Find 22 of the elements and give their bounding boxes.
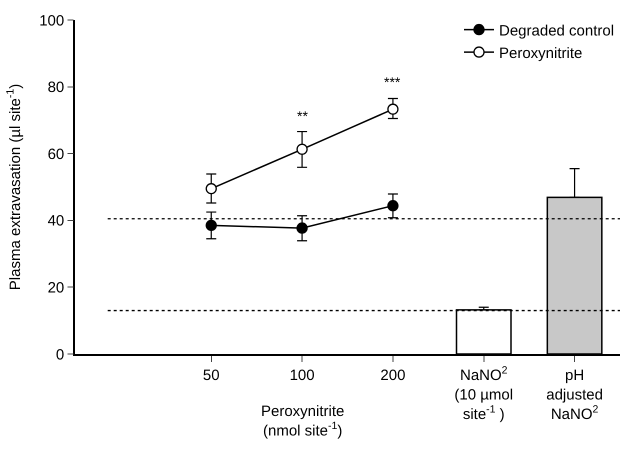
point	[296, 222, 308, 234]
y-tick-label: 80	[48, 79, 64, 96]
x-tick-label: 200	[380, 366, 406, 384]
x-axis-title: Peroxynitrite (nmol site$^{-1}$)	[261, 403, 344, 440]
point	[206, 183, 217, 194]
y-tick-label: 40	[48, 212, 64, 230]
x-tick-label: NaNO$^{2}$ (10 µmol site$^{-1}$ )	[454, 364, 514, 423]
legend-label: Degraded control	[499, 22, 614, 40]
x-tick-label: 50	[202, 366, 220, 384]
point	[387, 200, 399, 212]
y-tick-label: 20	[48, 279, 64, 296]
point	[206, 220, 217, 232]
y-tick-label: 60	[48, 146, 64, 163]
point	[387, 104, 399, 115]
x-tick-label: 100	[290, 366, 315, 384]
point	[296, 144, 308, 155]
y-tick-label: 0	[56, 346, 64, 364]
legend-label: Peroxynitrite	[499, 44, 582, 62]
x-tick-label: pH adjusted NaNO$^{2}$	[546, 366, 603, 423]
annotation: ***	[384, 74, 401, 90]
annotation: **	[297, 108, 308, 124]
y-tick-label: 100	[39, 12, 64, 30]
